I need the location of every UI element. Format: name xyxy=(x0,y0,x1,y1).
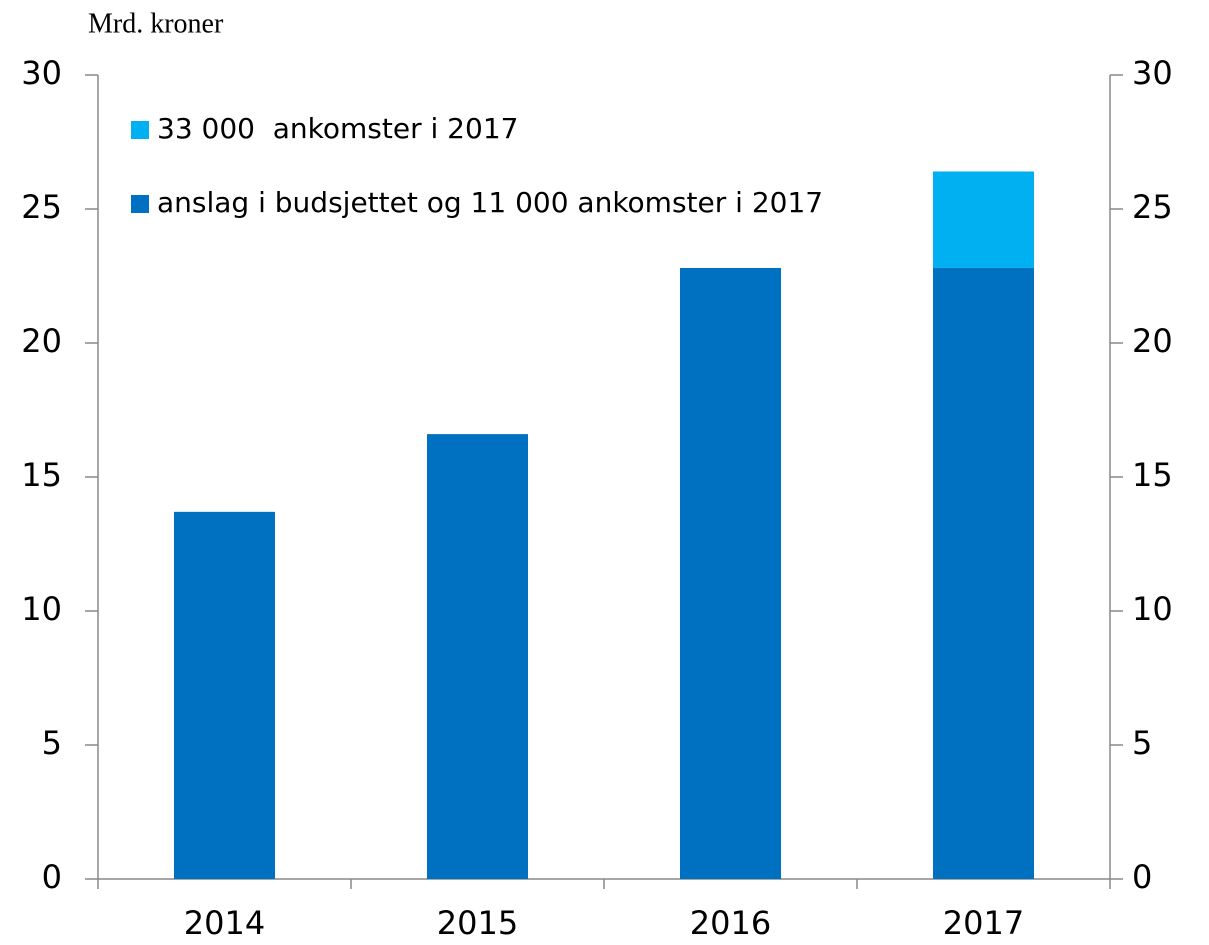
y-tick-label: 10 xyxy=(21,590,62,628)
axis-unit-label: Mrd. kroner xyxy=(88,8,224,39)
bar xyxy=(933,171,1034,268)
y2-tick-label: 20 xyxy=(1132,322,1173,360)
bar xyxy=(933,267,1034,880)
x-tick-label: 2015 xyxy=(437,904,518,942)
y2-tick-label: 15 xyxy=(1132,456,1173,494)
y2-tick-label: 5 xyxy=(1132,724,1152,762)
legend-swatch xyxy=(131,195,149,213)
y2-tick-label: 30 xyxy=(1132,54,1173,92)
legend-label: anslag i budsjettet og 11 000 ankomster … xyxy=(157,186,823,219)
x-tick-label: 2014 xyxy=(184,904,265,942)
y-tick-label: 5 xyxy=(42,724,62,762)
legend-label: 33 000 ankomster i 2017 xyxy=(157,112,518,145)
x-tick-label: 2016 xyxy=(690,904,771,942)
bar xyxy=(680,267,781,880)
y2-tick-label: 25 xyxy=(1132,188,1173,226)
bar xyxy=(427,434,528,879)
x-tick-label: 2017 xyxy=(943,904,1024,942)
y-tick-label: 0 xyxy=(42,858,62,896)
bar xyxy=(174,511,275,879)
y-tick-label: 30 xyxy=(21,54,62,92)
y-tick-label: 15 xyxy=(21,456,62,494)
y-tick-label: 20 xyxy=(21,322,62,360)
legend-swatch xyxy=(131,121,149,139)
y-tick-label: 25 xyxy=(21,188,62,226)
y2-tick-label: 10 xyxy=(1132,590,1173,628)
y2-tick-label: 0 xyxy=(1132,858,1152,896)
